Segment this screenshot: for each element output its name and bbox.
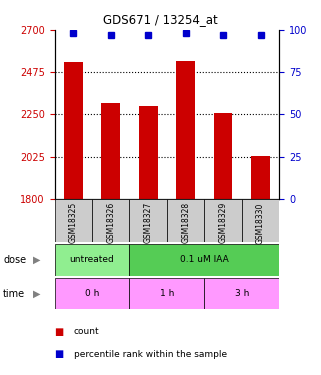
- Bar: [55, 199, 92, 242]
- Text: count: count: [74, 327, 100, 336]
- Text: ■: ■: [55, 327, 64, 337]
- Bar: [129, 244, 279, 276]
- Bar: [214, 113, 232, 375]
- Bar: [129, 199, 167, 242]
- Text: ▶: ▶: [33, 255, 41, 265]
- Text: GSM18326: GSM18326: [106, 202, 115, 243]
- Text: GSM18329: GSM18329: [219, 202, 228, 243]
- Bar: [129, 278, 204, 309]
- Text: 1 h: 1 h: [160, 289, 174, 298]
- Bar: [92, 199, 129, 242]
- Text: GSM18328: GSM18328: [181, 202, 190, 243]
- Bar: [242, 199, 279, 242]
- Text: GSM18330: GSM18330: [256, 202, 265, 244]
- Text: GDS671 / 13254_at: GDS671 / 13254_at: [103, 13, 218, 26]
- Bar: [55, 278, 129, 309]
- Text: GSM18327: GSM18327: [144, 202, 153, 243]
- Bar: [139, 106, 158, 375]
- Text: percentile rank within the sample: percentile rank within the sample: [74, 350, 227, 359]
- Bar: [204, 278, 279, 309]
- Bar: [251, 156, 270, 375]
- Text: untreated: untreated: [70, 255, 114, 264]
- Text: time: time: [3, 289, 25, 298]
- Text: 0.1 uM IAA: 0.1 uM IAA: [180, 255, 229, 264]
- Text: GSM18325: GSM18325: [69, 202, 78, 243]
- Text: 0 h: 0 h: [85, 289, 99, 298]
- Bar: [64, 62, 83, 375]
- Bar: [101, 103, 120, 375]
- Text: 3 h: 3 h: [235, 289, 249, 298]
- Bar: [55, 244, 129, 276]
- Text: ■: ■: [55, 350, 64, 359]
- Bar: [204, 199, 242, 242]
- Bar: [167, 199, 204, 242]
- Text: ▶: ▶: [33, 289, 41, 298]
- Bar: [176, 61, 195, 375]
- Text: dose: dose: [3, 255, 26, 265]
